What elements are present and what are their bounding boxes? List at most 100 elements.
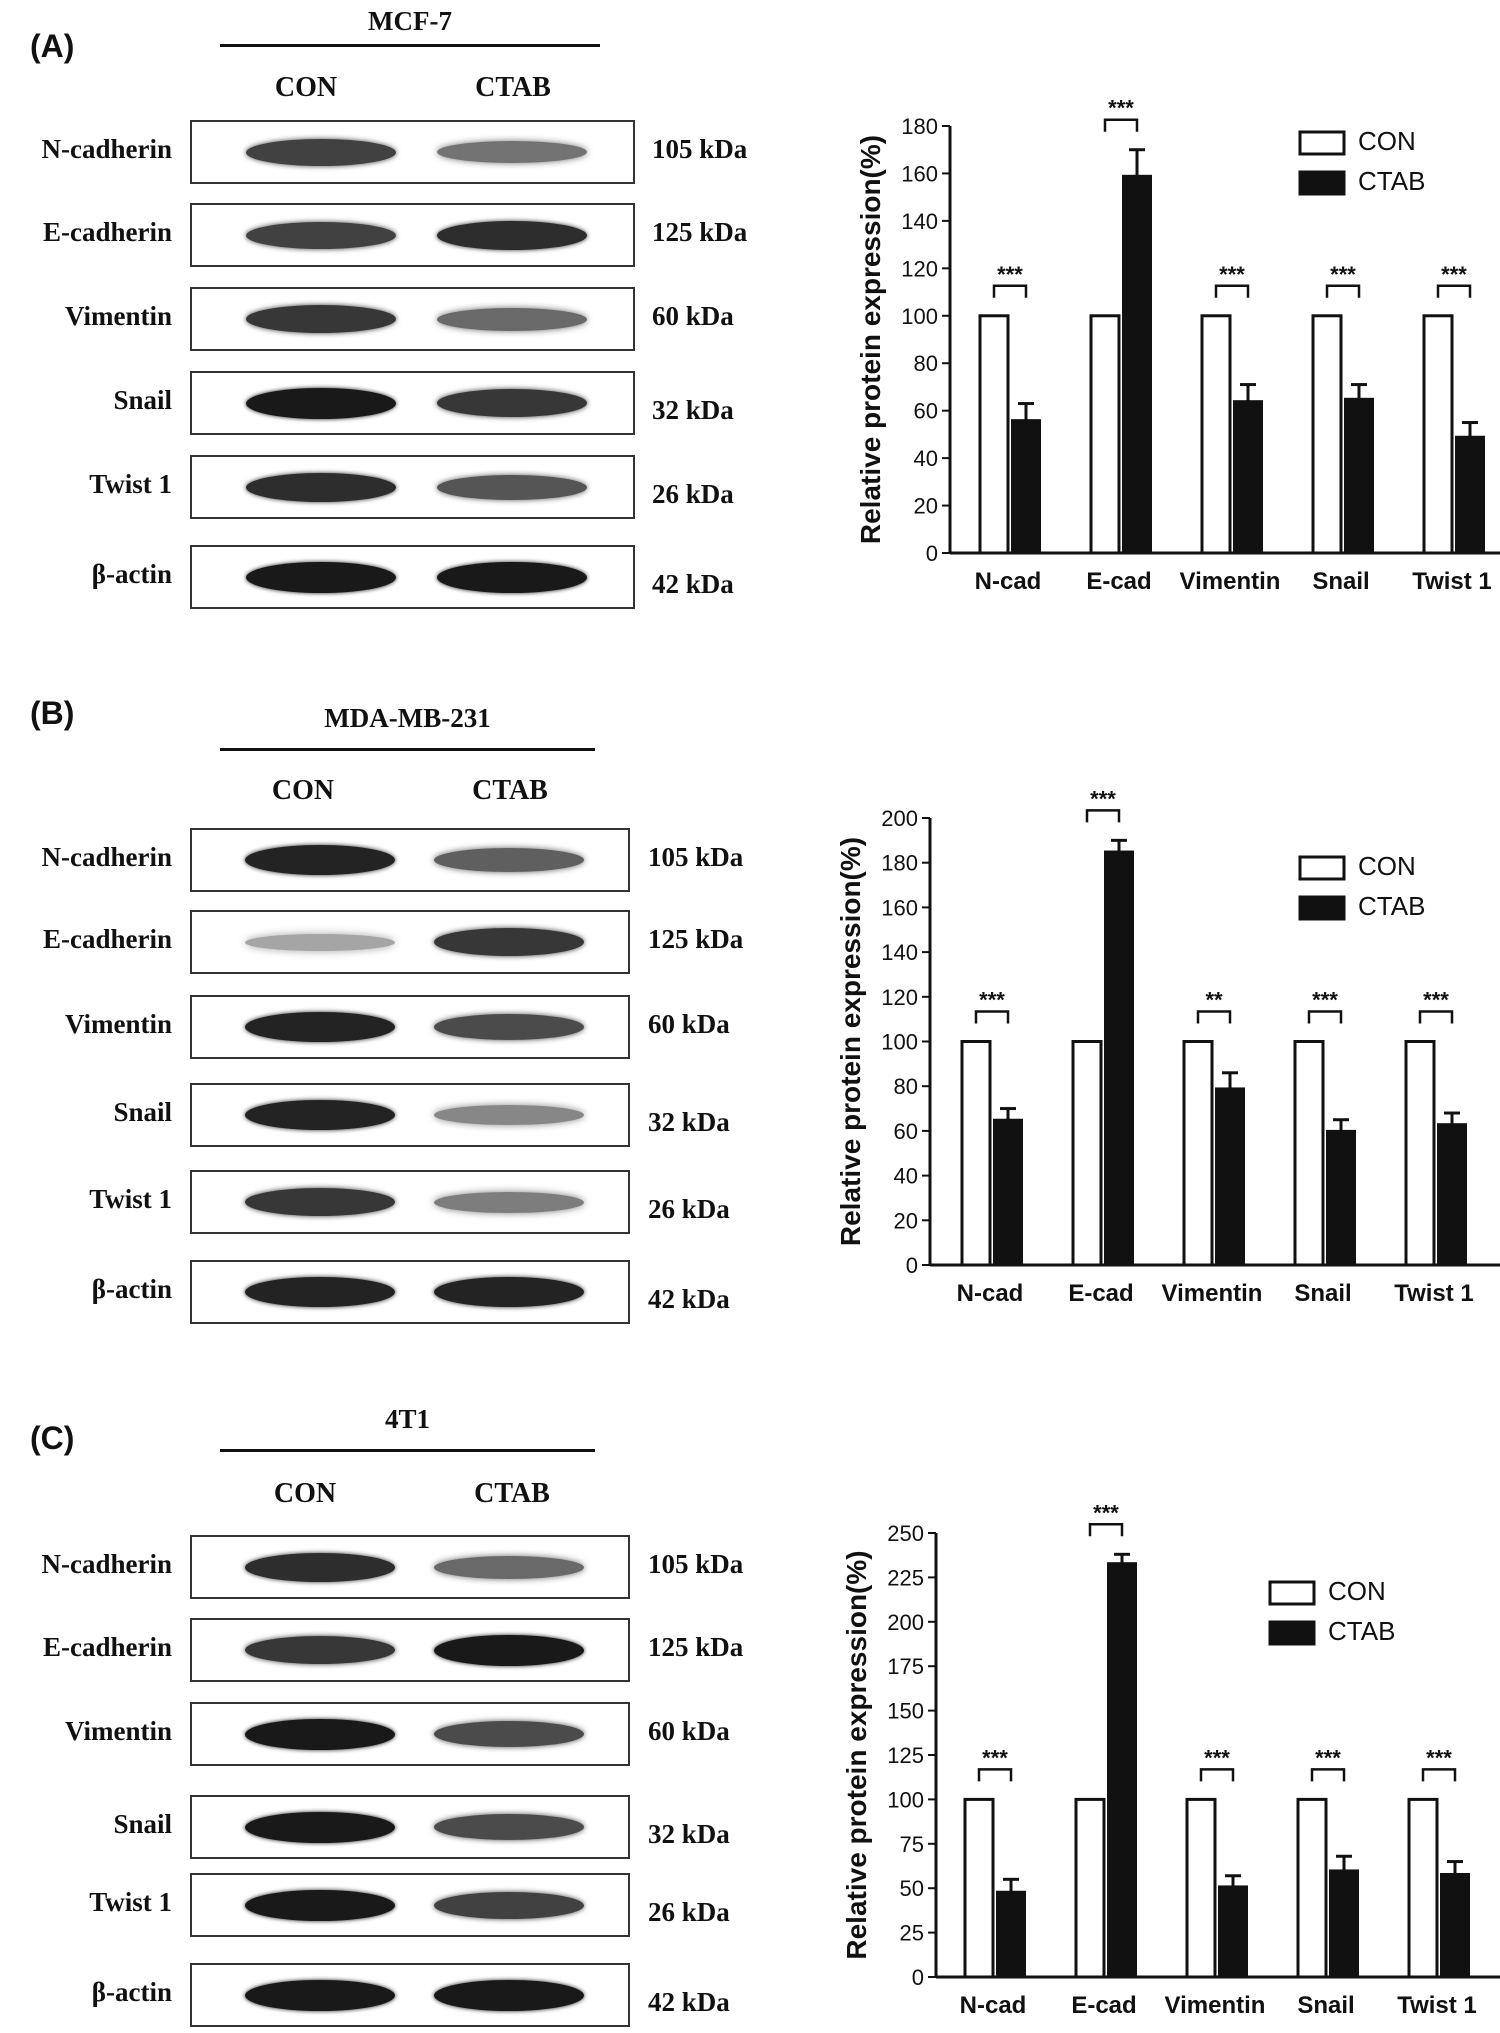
significance-label: *** bbox=[982, 1745, 1008, 1770]
legend-label: CTAB bbox=[1358, 891, 1425, 921]
y-tick-label: 200 bbox=[887, 1610, 924, 1635]
x-tick-label: Vimentin bbox=[1165, 1992, 1266, 2019]
bar-ctab bbox=[1233, 400, 1263, 554]
significance-bracket bbox=[974, 1010, 1010, 1024]
significance-bracket bbox=[992, 284, 1028, 298]
significance-bracket bbox=[1088, 1523, 1124, 1537]
bar-ctab bbox=[1329, 1869, 1359, 1978]
bar-con bbox=[1404, 1040, 1436, 1267]
significance-label: ** bbox=[1205, 988, 1223, 1013]
cell-line-title: 4T1 bbox=[384, 1404, 430, 1434]
panel-a: (A) MCF-7 CON CTAB N-cadherin 105 kDa E-ca… bbox=[0, 0, 1500, 670]
y-axis-label: Relative protein expression(%) bbox=[855, 135, 886, 544]
blot-strip bbox=[190, 1535, 630, 1599]
significance-bracket bbox=[1436, 284, 1472, 298]
y-tick-label: 200 bbox=[881, 806, 918, 831]
band-ctab bbox=[433, 1555, 584, 1579]
protein-label: Vimentin bbox=[65, 1009, 172, 1039]
band-ctab bbox=[433, 1979, 584, 2011]
y-tick-label: 0 bbox=[906, 1253, 918, 1278]
kda-label: 42 kDa bbox=[648, 1284, 730, 1314]
bar-ctab bbox=[1218, 1885, 1248, 1978]
column-header-con: CON bbox=[273, 1478, 337, 1509]
panel-label: (B) bbox=[30, 695, 75, 731]
y-tick-label: 125 bbox=[887, 1743, 924, 1768]
cell-line-title: MDA-MB-231 bbox=[324, 703, 491, 733]
y-tick-label: 100 bbox=[901, 304, 938, 329]
legend-swatch-con bbox=[1298, 130, 1346, 156]
significance-label: *** bbox=[979, 988, 1005, 1013]
blot-strip bbox=[190, 120, 635, 184]
significance-bracket bbox=[1307, 1010, 1343, 1024]
kda-label: 105 kDa bbox=[648, 842, 744, 872]
panel-label: (C) bbox=[30, 1420, 75, 1456]
y-tick-label: 80 bbox=[914, 351, 938, 376]
bar-ctab bbox=[996, 1890, 1026, 1978]
y-axis-label: Relative protein expression(%) bbox=[835, 837, 866, 1246]
bar-ctab bbox=[1326, 1129, 1356, 1267]
bar-con bbox=[1200, 314, 1232, 555]
blot-strip bbox=[190, 995, 630, 1059]
significance-label: *** bbox=[1219, 262, 1245, 287]
band-ctab bbox=[437, 307, 588, 331]
y-tick-label: 50 bbox=[900, 1876, 924, 1901]
x-tick-label: E-cad bbox=[1068, 1280, 1133, 1307]
bar-ctab bbox=[1440, 1872, 1470, 1978]
bar-ctab bbox=[1437, 1123, 1467, 1266]
band-con bbox=[244, 1552, 395, 1582]
bar-con bbox=[1185, 1797, 1217, 1979]
y-tick-label: 180 bbox=[881, 851, 918, 876]
bar-ctab bbox=[1344, 397, 1374, 554]
y-tick-label: 160 bbox=[881, 895, 918, 920]
band-ctab bbox=[433, 1634, 584, 1666]
significance-bracket bbox=[1196, 1010, 1232, 1024]
significance-bracket bbox=[1310, 1768, 1346, 1782]
x-tick-label: Snail bbox=[1297, 1992, 1354, 2019]
kda-label: 60 kDa bbox=[648, 1009, 730, 1039]
blot-strip bbox=[190, 545, 635, 609]
blot-strip bbox=[190, 1260, 630, 1324]
band-ctab bbox=[433, 928, 584, 956]
bar-con bbox=[1311, 314, 1343, 555]
band-ctab bbox=[433, 1105, 584, 1125]
significance-bracket bbox=[1421, 1768, 1457, 1782]
protein-label: Twist 1 bbox=[89, 469, 172, 499]
y-tick-label: 0 bbox=[926, 541, 938, 566]
cell-line-rule bbox=[220, 1449, 595, 1452]
protein-label: N-cadherin bbox=[41, 842, 173, 872]
legend-swatch-ctab bbox=[1298, 895, 1346, 921]
band-ctab bbox=[437, 141, 588, 163]
kda-label: 125 kDa bbox=[648, 924, 744, 954]
column-header-ctab: CTAB bbox=[472, 775, 548, 806]
significance-label: *** bbox=[1204, 1745, 1230, 1770]
significance-bracket bbox=[1418, 1010, 1454, 1024]
bar-con bbox=[1422, 314, 1454, 555]
significance-label: *** bbox=[1426, 1745, 1452, 1770]
legend-swatch-con bbox=[1268, 1580, 1316, 1606]
x-tick-label: Vimentin bbox=[1180, 568, 1281, 595]
significance-bracket bbox=[1325, 284, 1361, 298]
blot-strip bbox=[190, 203, 635, 267]
band-con bbox=[246, 561, 397, 593]
bar-con bbox=[1293, 1040, 1325, 1267]
protein-label: β-actin bbox=[91, 1977, 172, 2007]
y-tick-label: 25 bbox=[900, 1921, 924, 1946]
blot-strip bbox=[190, 1795, 630, 1859]
blot-strip bbox=[190, 455, 635, 519]
protein-label: Twist 1 bbox=[89, 1184, 172, 1214]
band-con bbox=[246, 305, 397, 333]
blot-strip bbox=[190, 1618, 630, 1682]
blot-strip bbox=[190, 828, 630, 892]
kda-label: 26 kDa bbox=[648, 1194, 730, 1224]
y-tick-label: 140 bbox=[901, 209, 938, 234]
bar-ctab bbox=[1011, 419, 1041, 554]
significance-label: *** bbox=[1090, 786, 1116, 811]
kda-label: 125 kDa bbox=[652, 217, 748, 247]
band-con bbox=[244, 1889, 395, 1921]
significance-bracket bbox=[1085, 809, 1121, 823]
significance-label: *** bbox=[1423, 988, 1449, 1013]
legend-label: CTAB bbox=[1328, 1616, 1395, 1646]
y-tick-label: 100 bbox=[887, 1787, 924, 1812]
significance-label: *** bbox=[1330, 262, 1356, 287]
